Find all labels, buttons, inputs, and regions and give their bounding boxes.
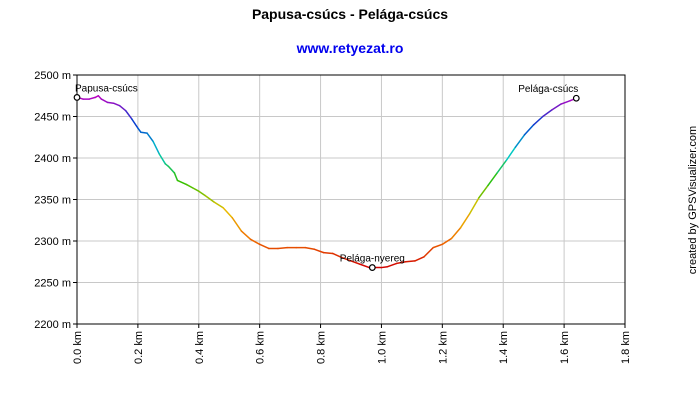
elevation-segment bbox=[386, 262, 398, 268]
waypoint-label: Pelága-nyereg bbox=[340, 254, 405, 265]
elevation-segment bbox=[523, 124, 535, 136]
elevation-segment bbox=[423, 246, 434, 258]
y-tick-label: 2250 m bbox=[34, 278, 71, 290]
elevation-segment bbox=[240, 230, 252, 241]
x-tick-label: 1.8 km bbox=[620, 331, 632, 364]
chart-title: Papusa-csúcs - Pelága-csúcs bbox=[252, 6, 448, 22]
elevation-segment bbox=[432, 243, 444, 249]
waypoint-markers: Papusa-csúcs Pelága-nyereg Pelága-csúcs bbox=[73, 83, 580, 271]
elevation-segment bbox=[542, 109, 553, 118]
elevation-segment bbox=[478, 184, 489, 199]
waypoint-marker bbox=[368, 264, 376, 271]
elevation-segment bbox=[331, 252, 343, 259]
y-tick-label: 2450 m bbox=[34, 112, 71, 124]
elevation-segment bbox=[505, 146, 517, 162]
elevation-segment bbox=[414, 256, 425, 262]
elevation-segment bbox=[191, 187, 200, 192]
elevation-segment bbox=[213, 201, 224, 209]
elevation-segment bbox=[222, 207, 234, 219]
x-tick-label: 0.2 km bbox=[133, 331, 145, 364]
waypoint-marker bbox=[572, 94, 580, 102]
elevation-segment bbox=[350, 260, 361, 265]
x-tick-label: 1.6 km bbox=[559, 331, 571, 364]
elevation-segment bbox=[88, 96, 97, 100]
x-axis-ticks: 0.0 km 0.2 km 0.4 km 0.6 km 0.8 km 1.0 km 1.2 … bbox=[72, 324, 632, 364]
elevation-segment bbox=[405, 260, 416, 263]
elevation-segment bbox=[167, 165, 176, 174]
elevation-segment bbox=[124, 109, 133, 120]
elevation-segment bbox=[459, 212, 471, 229]
y-tick-label: 2500 m bbox=[34, 70, 71, 82]
elevation-segment bbox=[532, 115, 544, 126]
chart-subtitle-link[interactable]: www.retyezat.ro bbox=[296, 40, 404, 56]
elevation-segment bbox=[450, 226, 462, 240]
elevation-segment bbox=[304, 246, 316, 251]
waypoint-label: Papusa-csúcs bbox=[75, 83, 138, 94]
elevation-segment bbox=[359, 263, 371, 269]
elevation-segment bbox=[313, 248, 325, 254]
elevation-segment bbox=[185, 183, 194, 189]
elevation-segment bbox=[231, 217, 243, 232]
waypoint-marker bbox=[73, 94, 81, 101]
elevation-segment bbox=[551, 103, 562, 111]
elevation-segment bbox=[322, 251, 334, 255]
elevation-segment bbox=[204, 194, 215, 203]
elevation-segment bbox=[560, 99, 571, 105]
elevation-segment bbox=[158, 153, 167, 165]
elevation-segment bbox=[140, 131, 148, 134]
x-tick-label: 1.0 km bbox=[376, 331, 388, 364]
elevation-segment bbox=[118, 104, 127, 112]
elevation-segment bbox=[100, 98, 109, 104]
x-tick-label: 1.2 km bbox=[437, 331, 449, 364]
elevation-segment bbox=[146, 132, 154, 143]
elevation-segment bbox=[487, 172, 498, 187]
grid-lines bbox=[76, 74, 626, 325]
y-tick-label: 2300 m bbox=[34, 236, 71, 248]
y-tick-label: 2400 m bbox=[34, 153, 71, 165]
plot-frame bbox=[76, 74, 626, 325]
elevation-segment bbox=[395, 261, 407, 265]
elevation-segment bbox=[176, 179, 188, 186]
credit-text: created by GPSVisualizer.com bbox=[687, 126, 699, 274]
elevation-segment bbox=[341, 256, 352, 262]
elevation-segment bbox=[277, 246, 288, 250]
elevation-segment bbox=[249, 238, 261, 246]
x-tick-label: 0.0 km bbox=[72, 331, 84, 364]
x-tick-label: 1.4 km bbox=[498, 331, 510, 364]
elevation-segment bbox=[198, 190, 206, 197]
elevation-line bbox=[76, 95, 578, 269]
elevation-segment bbox=[496, 159, 508, 174]
elevation-segment bbox=[514, 134, 526, 148]
y-tick-label: 2200 m bbox=[34, 319, 71, 331]
elevation-segment bbox=[152, 140, 160, 155]
x-tick-label: 0.8 km bbox=[316, 331, 328, 364]
elevation-segment bbox=[441, 237, 453, 246]
elevation-segment bbox=[468, 197, 480, 215]
y-tick-label: 2350 m bbox=[34, 195, 71, 207]
elevation-segment bbox=[137, 127, 142, 134]
x-tick-label: 0.6 km bbox=[255, 331, 267, 364]
elevation-segment bbox=[112, 102, 121, 107]
elevation-segment bbox=[97, 95, 103, 100]
waypoint-label: Pelága-csúcs bbox=[518, 84, 578, 95]
elevation-segment bbox=[258, 243, 270, 250]
elevation-segment bbox=[106, 101, 115, 104]
elevation-segment bbox=[380, 265, 389, 269]
y-axis-ticks: 2200 m 2250 m 2300 m 2350 m 2400 m 2450 m 2500… bbox=[34, 70, 77, 331]
x-tick-label: 0.4 km bbox=[194, 331, 206, 364]
elevation-segment bbox=[131, 118, 139, 129]
elevation-segment bbox=[173, 172, 179, 182]
